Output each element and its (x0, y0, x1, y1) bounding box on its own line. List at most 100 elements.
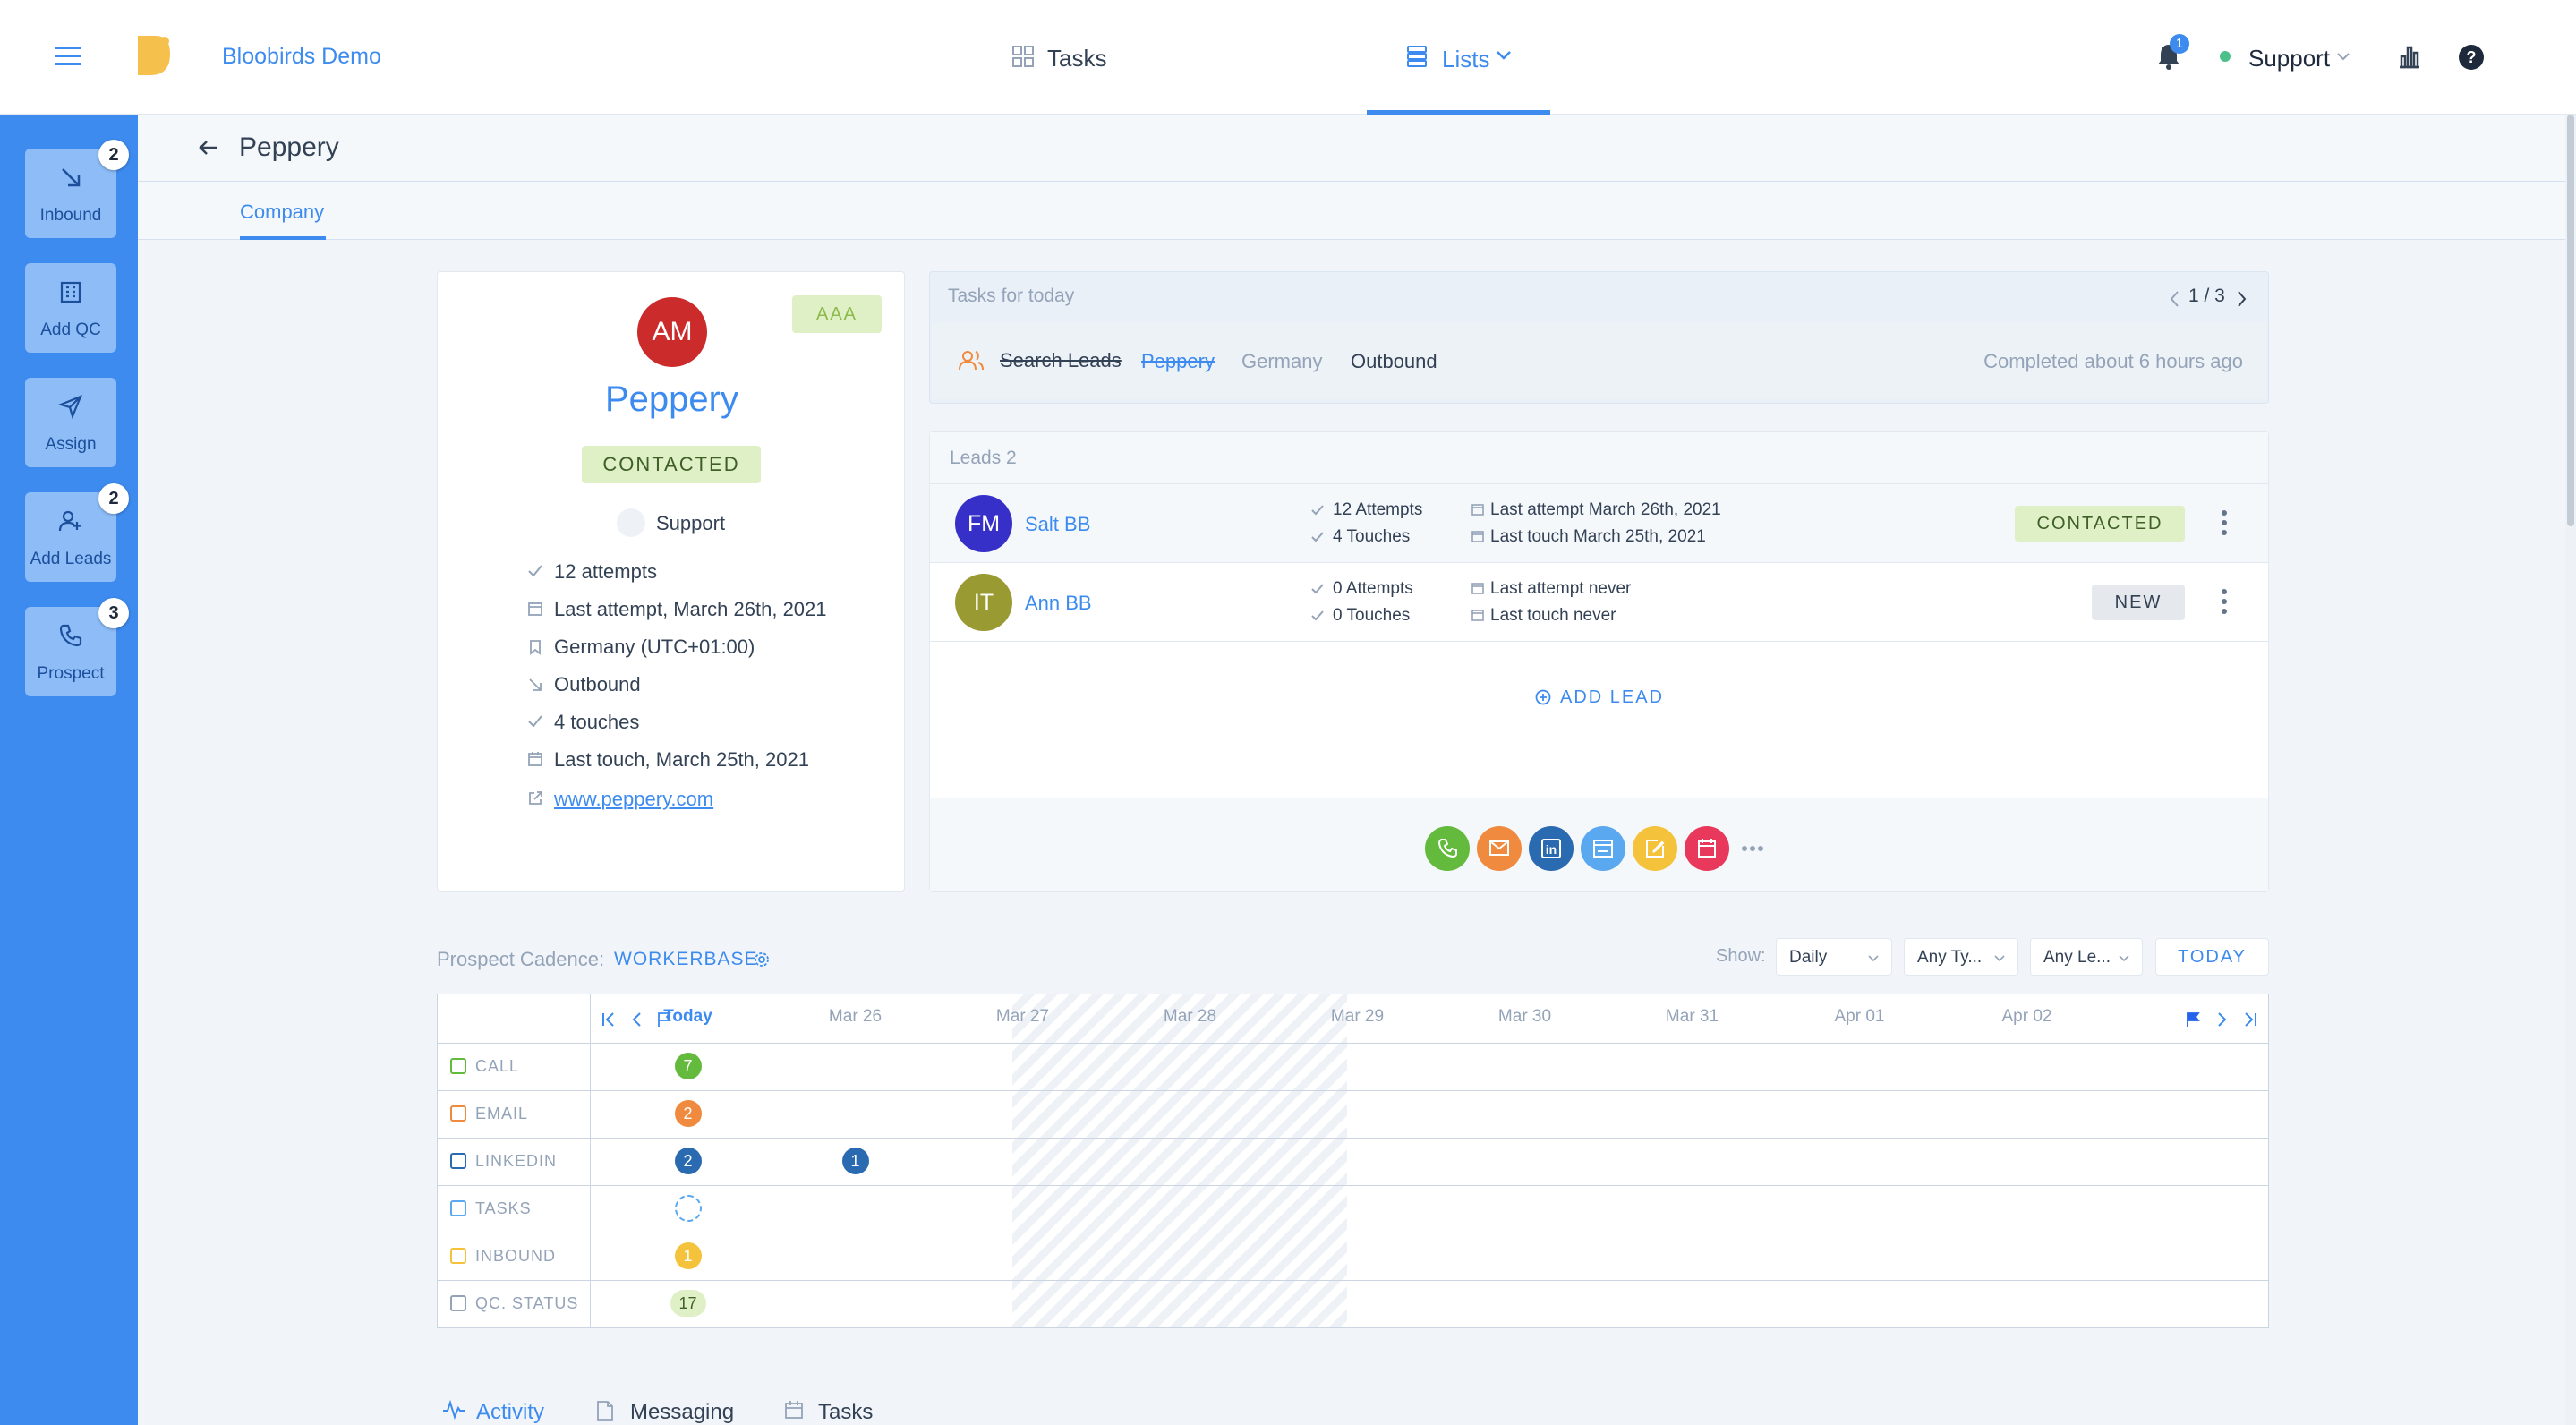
lead-last-touch: Last touch March 25th, 2021 (1490, 527, 1706, 546)
gear-icon[interactable] (754, 951, 770, 968)
scrollbar-thumb[interactable] (2567, 115, 2574, 526)
more-horizontal-icon[interactable] (1741, 845, 1764, 852)
check-icon (1310, 583, 1325, 595)
note-action-icon[interactable] (1633, 826, 1677, 871)
chevron-right-icon[interactable] (2217, 1011, 2228, 1028)
sidebar-item-label: Prospect (37, 664, 105, 683)
scrollbar[interactable] (2565, 115, 2576, 1425)
cadence-activity-count[interactable]: 2 (674, 1100, 702, 1127)
linkedin-action-icon[interactable]: in (1529, 826, 1574, 871)
meeting-action-icon[interactable] (1685, 826, 1729, 871)
phone-icon (450, 1058, 466, 1074)
check-icon (1310, 531, 1325, 543)
touches-text: 4 touches (554, 711, 640, 733)
lead-select[interactable]: Any Le... (2030, 938, 2143, 976)
lead-touches: 4 Touches (1333, 527, 1411, 546)
page-header: Peppery Company (138, 115, 2576, 240)
lead-name[interactable]: Ann BB (1025, 592, 1092, 614)
lead-row[interactable]: FM Salt BB 12 Attempts 4 Touches Last at… (930, 484, 2268, 563)
cadence-name[interactable]: WORKERBASE (614, 949, 758, 969)
row-divider (438, 1185, 2268, 1186)
sidebar-item-label: Assign (45, 435, 97, 454)
date-header: Today (663, 1007, 712, 1026)
lead-status-badge[interactable]: CONTACTED (2015, 506, 2185, 542)
cadence-activity-count[interactable]: 2 (674, 1148, 702, 1174)
grid-icon (1011, 45, 1035, 68)
company-name[interactable]: Bloobirds Demo (222, 44, 381, 69)
owner-avatar (617, 508, 645, 537)
tasks-today-card: Tasks for today 1 / 3 Search Leads Peppe… (929, 271, 2269, 404)
chevron-left-icon[interactable] (2169, 290, 2179, 308)
calendar-icon (1471, 581, 1485, 595)
cadence-activity-count[interactable]: 17 (670, 1290, 706, 1317)
row-divider (438, 1090, 2268, 1091)
chevron-down-icon (1496, 50, 1512, 61)
send-icon (58, 394, 83, 419)
calendar-icon (1471, 608, 1485, 622)
building-icon (450, 1295, 466, 1311)
sidebar-item-add-qc[interactable]: Add QC (25, 263, 116, 353)
calendar-icon (784, 1400, 804, 1420)
nav-lists-label: Lists (1442, 46, 1490, 73)
date-header: Mar 30 (1497, 1007, 1552, 1026)
bar-chart-icon[interactable] (2397, 44, 2422, 69)
cadence-activity-count[interactable]: 7 (674, 1053, 702, 1079)
lead-name[interactable]: Salt BB (1025, 513, 1091, 535)
more-vertical-icon[interactable] (2221, 509, 2228, 536)
task-row[interactable]: Search Leads Peppery Germany Outbound Co… (932, 322, 2266, 399)
chevron-right-icon[interactable] (2237, 290, 2248, 308)
mail-action-icon[interactable] (1477, 826, 1522, 871)
more-vertical-icon[interactable] (2221, 588, 2228, 615)
task-action-icon[interactable] (1581, 826, 1625, 871)
flag-outline-icon[interactable] (656, 1011, 672, 1028)
cadence-activity-count[interactable]: 1 (674, 1242, 702, 1269)
sidebar-item-assign[interactable]: Assign (25, 378, 116, 467)
period-select[interactable]: Daily (1776, 938, 1892, 976)
active-nav-indicator (1367, 110, 1550, 115)
back-arrow-icon[interactable] (197, 139, 218, 157)
tab-company[interactable]: Company (240, 181, 326, 240)
tasks-pager: 1 / 3 (2188, 286, 2225, 306)
notifications[interactable]: 1 (2155, 34, 2189, 70)
lead-row[interactable]: IT Ann BB 0 Attempts 0 Touches Last atte… (930, 563, 2268, 642)
lead-status-badge[interactable]: NEW (2092, 585, 2185, 620)
last-attempt-text: Last attempt, March 26th, 2021 (554, 598, 827, 620)
linkedin-icon (450, 1153, 466, 1169)
chevron-left-icon[interactable] (631, 1011, 642, 1028)
call-action-icon[interactable] (1425, 826, 1470, 871)
period-select-value: Daily (1789, 948, 1828, 967)
type-select[interactable]: Any Ty... (1904, 938, 2018, 976)
owner-name: Support (656, 512, 726, 534)
svg-text:in: in (1546, 842, 1557, 857)
website-link[interactable]: www.peppery.com (554, 788, 714, 810)
building-icon (58, 279, 83, 304)
date-header: Mar 31 (1665, 1007, 1719, 1026)
last-page-icon[interactable] (2242, 1011, 2258, 1028)
label-column-divider (590, 994, 591, 1327)
flag-icon[interactable] (2185, 1011, 2201, 1028)
sidebar-item-add-leads[interactable]: Add Leads 2 (25, 483, 129, 582)
help-icon[interactable]: ? (2458, 44, 2485, 71)
cadence-activity-count[interactable] (674, 1195, 702, 1222)
list-icon (1406, 45, 1428, 68)
row-divider (438, 1280, 2268, 1281)
check-icon (527, 714, 543, 729)
timezone-text: Germany (UTC+01:00) (554, 636, 755, 658)
task-company[interactable]: Peppery (1141, 350, 1215, 372)
company-name[interactable]: Peppery (605, 380, 738, 419)
status-badge[interactable]: CONTACTED (582, 446, 761, 483)
sidebar: Inbound 2 Add QC Assign Add Leads 2 Pros… (0, 115, 138, 1425)
lead-avatar: FM (955, 495, 1012, 552)
cadence-activity-count[interactable]: 1 (841, 1148, 869, 1174)
lead-avatar: IT (955, 574, 1012, 631)
nav-lists[interactable]: Lists (1367, 0, 1550, 115)
date-header: Apr 02 (2001, 1007, 2052, 1026)
first-page-icon[interactable] (601, 1011, 617, 1028)
sidebar-item-prospect[interactable]: Prospect 3 (25, 598, 129, 696)
sidebar-item-inbound[interactable]: Inbound 2 (25, 140, 129, 238)
calendar-icon (527, 601, 543, 617)
menu-icon[interactable] (55, 45, 81, 68)
row-divider (438, 1138, 2268, 1139)
tab-messaging-label: Messaging (630, 1400, 735, 1424)
today-button[interactable]: TODAY (2155, 938, 2269, 976)
